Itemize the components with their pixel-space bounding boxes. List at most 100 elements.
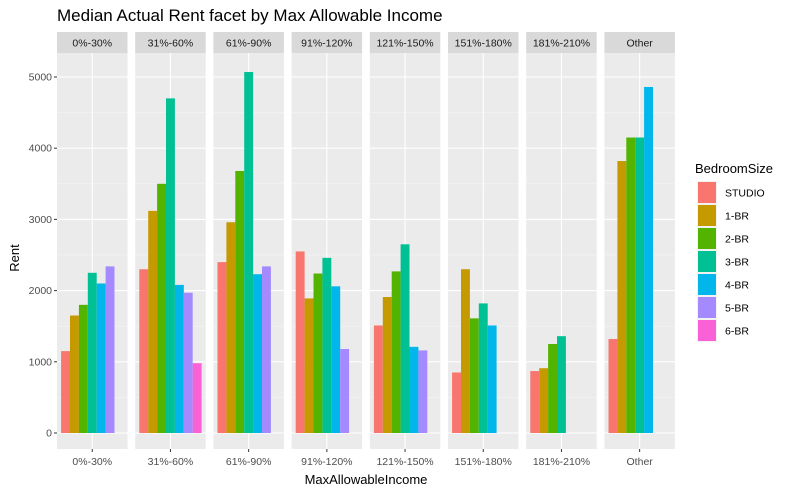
legend-title: BedroomSize [695, 161, 773, 176]
facet-strip-label: 121%-150% [376, 38, 433, 50]
bar [148, 210, 158, 433]
bar [626, 137, 636, 433]
y-tick-label: 4000 [29, 143, 53, 155]
bar [262, 266, 271, 433]
x-axis-title: MaxAllowableIncome [305, 472, 428, 487]
y-tick-label: 1000 [29, 356, 53, 368]
bar [391, 271, 401, 433]
x-tick-label: 31%-60% [148, 456, 194, 468]
bar [461, 269, 470, 433]
x-tick-label: Other [627, 456, 654, 468]
bar [157, 183, 166, 433]
bar [235, 170, 245, 433]
bar [226, 222, 236, 433]
bar [96, 283, 106, 433]
legend-key-swatch [698, 251, 716, 272]
facet-panels: 0%-30%0%-30%31%-60%31%-60%61%-90%61%-90%… [57, 32, 675, 468]
legend-key-swatch [698, 205, 716, 226]
bar [244, 72, 254, 434]
y-tick-label: 5000 [29, 72, 53, 84]
facet-strip-label: 0%-30% [72, 38, 112, 50]
bar [105, 266, 115, 433]
legend-label: 1-BR [725, 211, 749, 223]
facet-strip-label: 181%-210% [533, 38, 590, 50]
y-tick-label: 3000 [29, 214, 53, 226]
facet-panel: 181%-210% 181%-210% [526, 32, 597, 468]
x-tick-label: 121%-150% [376, 456, 433, 468]
bar [617, 161, 627, 434]
facet-strip-label: 151%-180% [455, 38, 512, 50]
bar [217, 262, 227, 433]
legend-label: 3-BR [725, 257, 749, 269]
bar [469, 318, 479, 433]
facet-strip [57, 32, 128, 53]
legend-key-swatch [698, 274, 716, 295]
legend: BedroomSize STUDIO 1-BR 2-BR 3-BR 4-BR 5-BR 6-… [695, 161, 773, 342]
x-tick-label: 151%-180% [455, 456, 512, 468]
bar [322, 257, 332, 433]
bar [557, 336, 566, 433]
bar [192, 363, 202, 433]
facet-panel: Other Other [604, 32, 675, 468]
bar [253, 274, 262, 433]
bar [635, 137, 645, 433]
bar [166, 98, 175, 434]
y-axis-title: Rent [7, 244, 22, 272]
bar [487, 325, 497, 433]
bar [530, 371, 540, 433]
bar [539, 368, 549, 433]
legend-key-swatch [698, 182, 716, 203]
facet-strip [291, 32, 363, 53]
legend-key-swatch [698, 228, 716, 249]
bar [313, 273, 323, 433]
facet-strip [369, 32, 441, 53]
facet-strip-label: 91%-120% [301, 38, 352, 50]
bar [478, 303, 488, 433]
bar [183, 292, 193, 433]
legend-key-swatch [698, 320, 716, 341]
bar [548, 344, 557, 433]
y-tick-label: 2000 [29, 285, 53, 297]
x-tick-label: 61%-90% [226, 456, 272, 468]
y-tick-label: 0 [46, 428, 52, 440]
bar [87, 272, 97, 433]
facet-strip [213, 32, 284, 53]
bar [304, 298, 314, 433]
bar [373, 325, 383, 433]
bar [61, 351, 70, 433]
facet-strip-label: 61%-90% [226, 38, 272, 50]
bar [608, 339, 618, 433]
facet-panel: 61%-90% 61%-90% [213, 32, 284, 468]
bar [139, 269, 149, 433]
bar [78, 304, 88, 433]
bar [400, 244, 410, 433]
x-tick-label: 0%-30% [72, 456, 112, 468]
facet-panel: 0%-30% 0%-30% [57, 32, 128, 468]
facet-strip-label: 31%-60% [148, 38, 194, 50]
bar [340, 348, 350, 433]
bar [418, 350, 428, 433]
chart-title: Median Actual Rent facet by Max Allowabl… [57, 6, 443, 25]
facet-panel: 151%-180% 151%-180% [448, 32, 519, 468]
facet-strip [604, 32, 675, 53]
facet-panel: 121%-150% 121%-150% [369, 32, 441, 468]
bar [452, 372, 461, 433]
y-axis: 0 1000 2000 3000 4000 5000 [29, 72, 57, 440]
legend-label: 5-BR [725, 303, 749, 315]
bar [382, 297, 392, 433]
legend-label: 6-BR [725, 326, 749, 338]
x-tick-label: 91%-120% [301, 456, 352, 468]
legend-label: STUDIO [725, 188, 765, 200]
bar [331, 286, 341, 433]
legend-label: 4-BR [725, 280, 749, 292]
facet-panel: 91%-120% 91%-120% [291, 32, 363, 468]
legend-key-swatch [698, 297, 716, 318]
bar [70, 315, 79, 433]
legend-label: 2-BR [725, 234, 749, 246]
facet-strip [135, 32, 206, 53]
bar [409, 346, 419, 433]
facet-strip-label: Other [627, 38, 654, 50]
bar [295, 251, 305, 433]
facet-strip [448, 32, 519, 53]
